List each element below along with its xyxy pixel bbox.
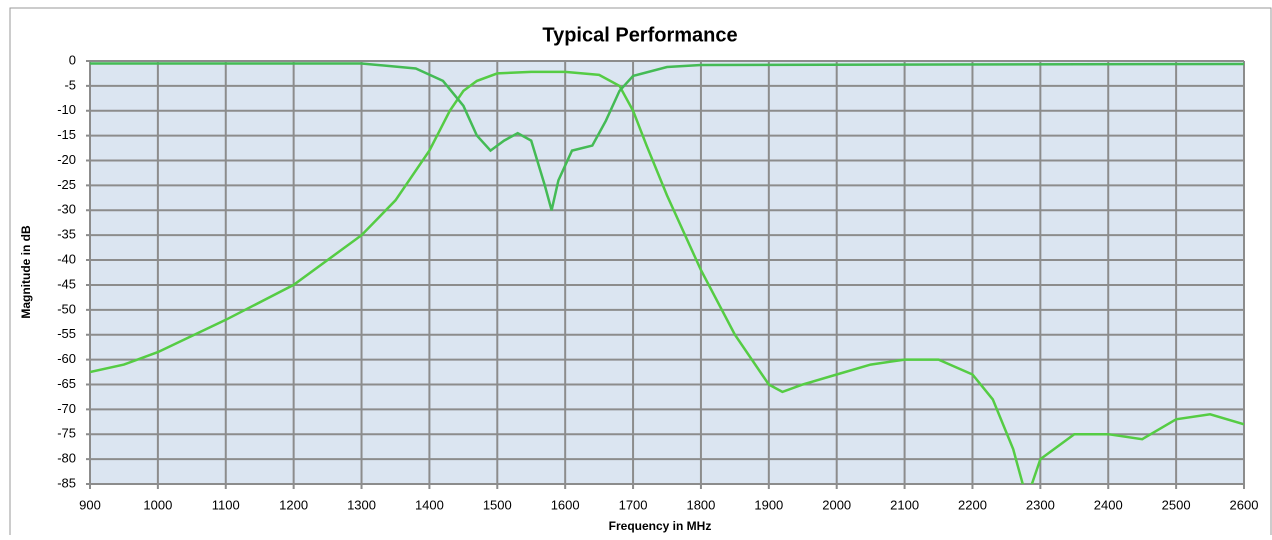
x-tick-label: 1800 (686, 497, 715, 512)
y-tick-label: -20 (57, 152, 76, 167)
y-tick-label: 0 (69, 52, 76, 67)
y-tick-label: -65 (57, 376, 76, 391)
x-tick-label: 1400 (415, 497, 444, 512)
plot-area (90, 61, 1244, 484)
y-tick-label: -50 (57, 301, 76, 316)
chart-title: Typical Performance (542, 24, 737, 46)
y-tick-label: -75 (57, 426, 76, 441)
y-tick-label: -55 (57, 326, 76, 341)
x-tick-label: 1100 (212, 497, 240, 512)
x-tick-label: 2500 (1162, 497, 1191, 512)
x-tick-label: 1600 (551, 497, 580, 512)
x-tick-label: 2000 (822, 497, 851, 512)
y-tick-label: -40 (57, 251, 76, 266)
y-tick-label: -60 (57, 351, 76, 366)
x-tick-label: 900 (79, 497, 101, 512)
y-tick-label: -80 (57, 451, 76, 466)
y-tick-label: -5 (64, 77, 76, 92)
x-tick-label: 2600 (1230, 497, 1259, 512)
y-tick-label: -15 (57, 127, 76, 142)
y-tick-label: -10 (57, 102, 76, 117)
x-axis-label: Frequency in MHz (609, 519, 712, 533)
series-line (90, 70, 1244, 484)
y-tick-label: -70 (57, 401, 76, 416)
y-tick-label: -45 (57, 276, 76, 291)
x-tick-label: 2300 (1026, 497, 1055, 512)
x-tick-label: 1700 (619, 497, 648, 512)
x-tick-label: 2200 (958, 497, 987, 512)
y-tick-label: -85 (57, 475, 76, 490)
x-tick-label: 1200 (279, 497, 308, 512)
y-tick-label: -30 (57, 202, 76, 217)
y-tick-label: -35 (57, 227, 76, 242)
x-tick-label: 2400 (1094, 497, 1123, 512)
x-tick-label: 2100 (890, 497, 919, 512)
x-tick-label: 1000 (143, 497, 172, 512)
x-tick-label: 1300 (347, 497, 376, 512)
y-tick-label: -25 (57, 177, 76, 192)
x-tick-label: 1500 (483, 497, 512, 512)
series-line (90, 62, 1244, 211)
x-tick-label: 1900 (754, 497, 783, 512)
y-axis-label: Magnitude in dB (19, 225, 33, 319)
